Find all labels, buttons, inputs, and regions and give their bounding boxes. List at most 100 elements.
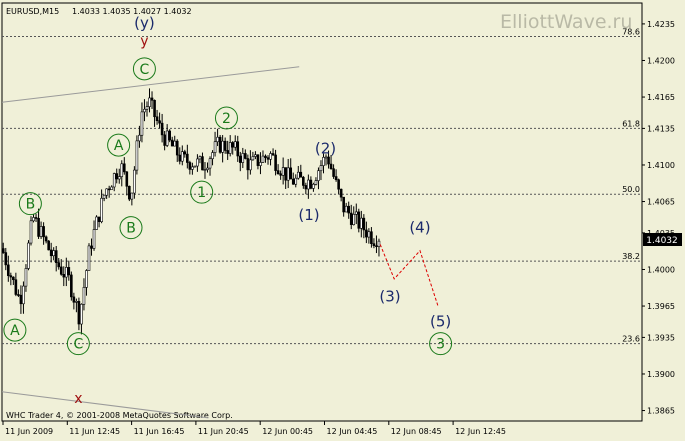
wave-label-3: (3)	[379, 288, 400, 306]
candle-body	[90, 245, 93, 249]
candle-body	[337, 179, 340, 190]
candle-body	[344, 205, 348, 213]
candle-body	[377, 240, 381, 247]
y-tick-label: 1.3865	[647, 407, 675, 416]
fib-label-38-2: 38.2	[622, 252, 640, 261]
y-tick-label: 1.4200	[647, 56, 675, 65]
candle-body	[186, 153, 189, 163]
fib-label-78-6: 78.6	[622, 27, 640, 36]
candle-body	[59, 266, 63, 275]
candle-body	[92, 229, 96, 249]
candle-body	[39, 226, 43, 237]
candle-body	[332, 168, 335, 177]
candle-body	[70, 274, 73, 298]
candle-body	[105, 188, 108, 196]
candle-body	[80, 303, 83, 325]
candle-body	[67, 267, 71, 276]
channel-line-1	[1, 66, 300, 103]
candle-body	[24, 268, 28, 287]
candle-body	[138, 134, 141, 142]
candle-body	[312, 183, 315, 189]
candle-body	[233, 141, 237, 148]
candle-body	[42, 226, 45, 238]
candle-body	[231, 142, 235, 148]
candle-body	[34, 217, 38, 219]
wave-label-2-circle	[214, 106, 238, 130]
candle-body	[274, 154, 277, 171]
candle-body	[95, 216, 98, 230]
candle-body	[362, 217, 366, 231]
y-tick-label: 1.4100	[647, 161, 675, 170]
candle-body	[208, 158, 212, 169]
y-tick-label: 1.3965	[647, 302, 675, 311]
candle-body	[133, 169, 136, 194]
time-axis: 11 Jun 2009 11 Jun 12:45 11 Jun 16:45 11 Ju…	[2, 421, 506, 436]
candle-body	[324, 156, 328, 159]
candle-body	[309, 179, 313, 189]
wave-labels: A B Cx A B Cy (y) 1 2 (1) (2) (3) (4) (5) 3	[3, 14, 453, 407]
candle-body	[143, 108, 146, 113]
wave-label-1-circle	[190, 180, 214, 204]
candle-body	[155, 116, 159, 122]
candle-body	[251, 156, 255, 161]
candle-body	[264, 155, 267, 158]
y-tick-label: 1.4000	[647, 265, 675, 274]
candle-body	[206, 167, 209, 170]
candle-body	[352, 214, 356, 225]
candle-body	[226, 150, 229, 154]
current-price-text: 1.4032	[646, 236, 678, 246]
candle-body	[75, 301, 78, 303]
candle-body	[249, 159, 252, 171]
candle-body	[266, 157, 270, 160]
y-tick-label: 1.4235	[647, 20, 675, 29]
wave-label-A-circle	[107, 133, 131, 157]
candle-body	[198, 156, 202, 160]
wave-label-B-circle	[18, 192, 42, 216]
candle-body	[276, 170, 280, 175]
wave-label-4: (4)	[409, 219, 430, 237]
candle-body	[203, 169, 207, 171]
candle-body	[372, 243, 376, 247]
candle-body	[178, 154, 182, 162]
candle-body	[254, 154, 257, 157]
wave-label-A-circle	[3, 318, 27, 342]
candle-body	[322, 157, 325, 166]
candle-body	[175, 140, 179, 156]
candle-body	[304, 185, 308, 190]
fib-label-61-8: 61.8	[622, 119, 640, 128]
candle-body	[347, 205, 351, 214]
candle-body	[354, 211, 358, 215]
candle-body	[122, 163, 126, 173]
candle-body	[183, 151, 187, 155]
watermark: ElliottWave.ru	[500, 11, 632, 33]
projection-line	[379, 244, 439, 307]
candle-body	[180, 151, 184, 162]
wave-label-B-circle	[119, 216, 143, 240]
candle-body	[299, 171, 303, 178]
candle-body	[284, 167, 287, 181]
candle-body	[201, 156, 204, 171]
wave-label-y: (y)	[134, 14, 155, 32]
candle-body	[294, 177, 298, 185]
candle-body	[54, 250, 58, 263]
y-tick-label: 1.3935	[647, 333, 675, 342]
candle-body	[319, 165, 323, 172]
candle-body	[314, 180, 318, 185]
wave-label-5: (5)	[430, 313, 451, 331]
candle-body	[100, 197, 103, 222]
wave-label-3-circle	[429, 332, 453, 356]
candle-body	[193, 165, 197, 168]
candle-body	[160, 122, 164, 136]
candle-body	[223, 140, 227, 151]
candle-body	[289, 167, 293, 180]
candle-body	[17, 294, 20, 296]
candle-body	[107, 188, 111, 191]
candle-body	[52, 250, 55, 257]
candle-body	[375, 245, 378, 248]
candle-body	[14, 279, 18, 295]
candle-body	[165, 130, 169, 146]
candle-body	[342, 196, 345, 213]
candle-body	[357, 211, 361, 229]
